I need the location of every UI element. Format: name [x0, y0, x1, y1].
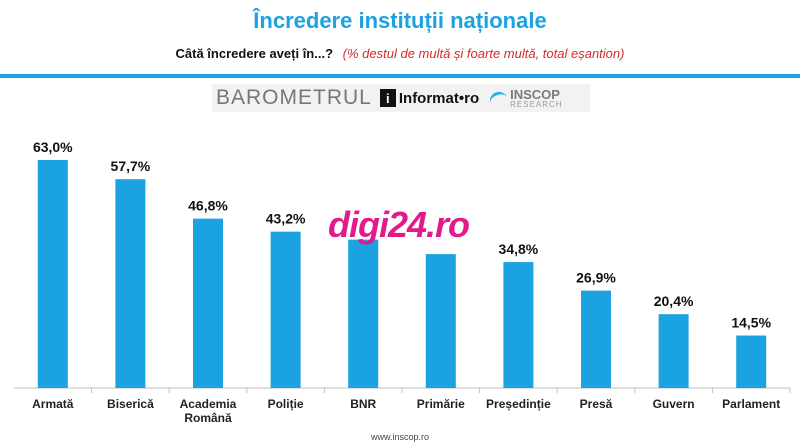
category-label: Biserică [107, 397, 154, 411]
category-label: BNR [350, 397, 376, 411]
category-label: Poliție [268, 397, 304, 411]
header-rule [0, 74, 800, 78]
category-label: Academia [180, 397, 237, 411]
bar-armată [37, 160, 68, 388]
data-label: 20,4% [654, 293, 694, 309]
bar-academia [193, 218, 223, 388]
data-label: 14,5% [731, 315, 771, 331]
digi24-watermark: digi24.ro [328, 204, 470, 245]
subtitle-note: (% destul de multă și foarte multă, tota… [342, 46, 625, 61]
inscop-logo: INSCOP RESEARCH [487, 86, 563, 109]
category-label: Armată [32, 397, 74, 411]
bar-guvern [658, 314, 689, 388]
informat-icon: i [379, 89, 396, 107]
data-label: 26,9% [576, 270, 616, 286]
bar-președinție [503, 262, 534, 388]
bar-bnr [348, 239, 379, 388]
bar-parlament [736, 335, 767, 388]
barometrul-logo: BAROMETRUL [216, 86, 372, 109]
data-label: 34,8% [499, 241, 539, 257]
category-label: Primărie [417, 397, 465, 411]
logo-banner: BAROMETRUL i Informat•ro INSCOP RESEARCH [212, 84, 590, 112]
source-url: www.inscop.ro [370, 432, 430, 442]
category-label: Parlament [722, 397, 780, 411]
bar-biserică [115, 179, 146, 388]
data-label: 43,2% [266, 211, 306, 227]
inscop-research: RESEARCH [510, 99, 563, 109]
informat-logo: i Informat•ro [379, 89, 480, 107]
bar-presă [581, 290, 611, 388]
category-label: Română [184, 411, 232, 425]
category-label: Președinție [486, 397, 551, 411]
chart-title: Încredere instituții naționale [253, 8, 547, 33]
bar-poliție [270, 231, 301, 388]
bar-primărie [425, 254, 456, 388]
data-label: 57,7% [111, 158, 151, 174]
inscop-name: INSCOP [510, 86, 560, 102]
informat-text: Informat•ro [398, 89, 480, 107]
category-label: Presă [580, 397, 613, 411]
data-label: 63,0% [33, 139, 73, 155]
subtitle-question: Câtă încredere aveți în...? [175, 46, 334, 61]
chart-subtitle: Câtă încredere aveți în...? (% destul de… [0, 46, 800, 61]
category-label: Guvern [653, 397, 695, 411]
data-label: 46,8% [188, 198, 228, 214]
